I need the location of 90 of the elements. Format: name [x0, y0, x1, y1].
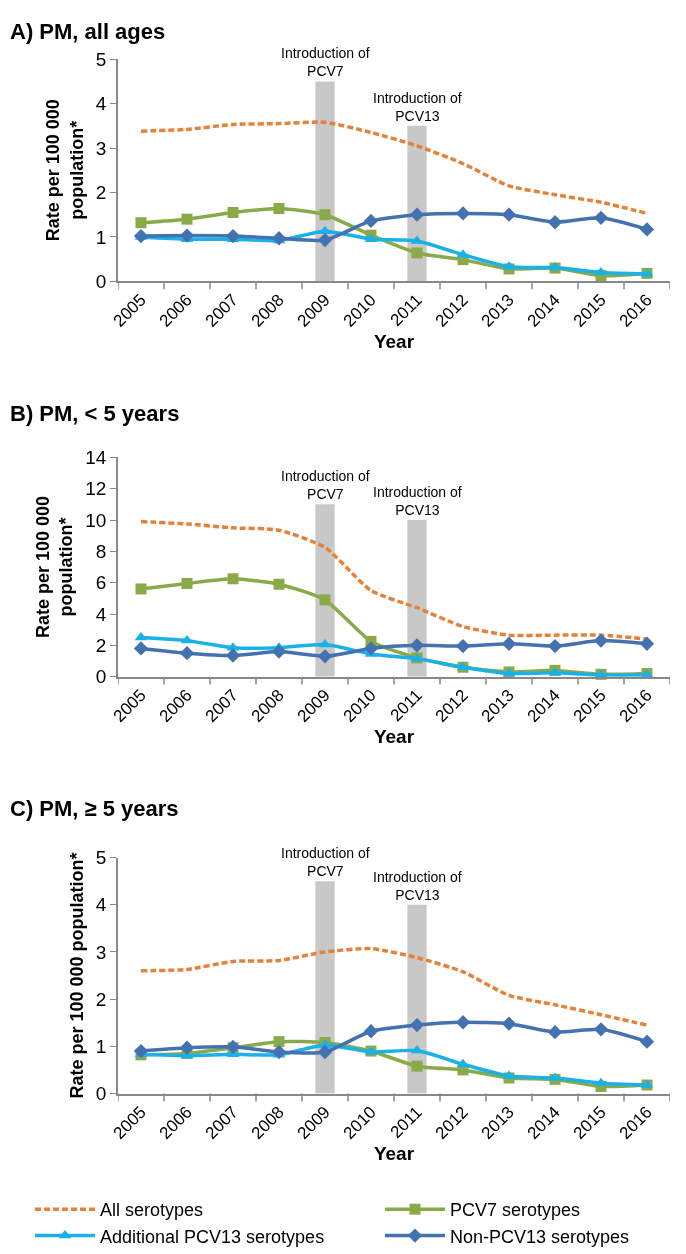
chart-title: A) PM, all ages	[10, 19, 166, 44]
point	[135, 583, 147, 595]
point	[133, 641, 149, 656]
point	[179, 1040, 195, 1055]
y-tick-label: 1	[95, 1035, 107, 1057]
point	[593, 210, 609, 225]
point	[501, 207, 517, 222]
point	[273, 1036, 285, 1048]
y-tick-label: 8	[95, 541, 107, 562]
point	[639, 222, 655, 237]
y-tick-label: 3	[95, 941, 107, 963]
point	[319, 594, 331, 606]
legend-label: Additional PCV13 serotypes	[100, 1226, 325, 1247]
point	[411, 247, 423, 259]
point	[134, 631, 148, 641]
point	[409, 1017, 425, 1033]
point	[455, 638, 471, 654]
point	[133, 1043, 149, 1059]
y-tick-label: 0	[95, 666, 107, 688]
x-axis-title: Year	[373, 1142, 415, 1164]
point	[363, 213, 379, 229]
annotation: Introduction of PCV7	[281, 45, 370, 80]
annotation: Introduction of PCV13	[373, 90, 462, 125]
y-tick-label: 3	[95, 137, 107, 159]
point	[547, 1025, 563, 1040]
annotation: Introduction of PCV13	[373, 869, 462, 904]
y-axis-title: Rate per 100 000 population*	[32, 495, 77, 639]
point	[593, 1022, 609, 1037]
annotation: Introduction of PCV7	[281, 845, 370, 880]
y-tick-label: 2	[95, 634, 107, 656]
point	[271, 1044, 287, 1060]
y-tick-label: 0	[95, 271, 107, 293]
point	[363, 1024, 379, 1039]
y-tick-label: 0	[95, 1083, 107, 1105]
point	[455, 206, 471, 221]
point	[181, 577, 193, 589]
point	[135, 217, 147, 229]
point	[593, 633, 609, 648]
line-series	[139, 120, 649, 216]
y-tick-label: 14	[85, 447, 107, 469]
y-tick-label: 12	[85, 478, 107, 500]
point	[317, 649, 333, 664]
point	[639, 1034, 655, 1049]
point	[273, 578, 285, 590]
y-tick-label: 4	[95, 894, 107, 916]
chart-title: B) PM, < 5 years	[10, 401, 180, 426]
point	[363, 641, 379, 656]
y-tick-label: 4	[95, 93, 107, 115]
annotation: Introduction of PCV7	[281, 468, 370, 503]
y-tick-label: 10	[85, 509, 107, 531]
point	[455, 1015, 471, 1030]
point	[225, 228, 241, 244]
y-axis-title: Rate per 100 000 population*	[66, 852, 87, 1099]
point	[319, 209, 331, 221]
y-tick-label: 6	[95, 572, 107, 594]
annotation: Introduction of PCV13	[373, 484, 462, 519]
point	[133, 228, 149, 244]
point	[227, 206, 239, 218]
y-tick-label: 2	[95, 988, 107, 1010]
x-axis-title: Year	[373, 330, 415, 352]
point	[547, 215, 563, 230]
point	[179, 646, 195, 661]
point	[547, 638, 563, 654]
point	[271, 644, 287, 659]
legend-label: All serotypes	[100, 1200, 204, 1221]
line-series	[139, 946, 649, 1027]
point	[411, 1060, 423, 1072]
point	[317, 232, 333, 248]
y-tick-label: 5	[95, 847, 107, 869]
x-axis-title: Year	[373, 725, 415, 747]
point	[227, 573, 239, 585]
y-tick-label: 2	[95, 182, 107, 204]
point	[273, 202, 285, 214]
point	[501, 1016, 517, 1031]
point	[225, 648, 241, 663]
y-tick-label: 5	[95, 48, 107, 70]
y-tick-label: 1	[95, 226, 107, 248]
point	[409, 207, 425, 222]
point	[639, 636, 655, 651]
chart-title: C) PM, ≥ 5 years	[10, 796, 179, 821]
point	[181, 213, 193, 225]
point	[594, 266, 608, 276]
y-axis-title: Rate per 100 000 population*	[43, 99, 87, 242]
legend-label: PCV7 serotypes	[450, 1200, 581, 1221]
point	[179, 228, 195, 243]
point	[409, 638, 425, 653]
point	[501, 636, 517, 651]
y-tick-label: 4	[95, 603, 107, 625]
legend-label: Non-PCV13 serotypes	[450, 1226, 630, 1247]
point	[317, 1044, 333, 1060]
